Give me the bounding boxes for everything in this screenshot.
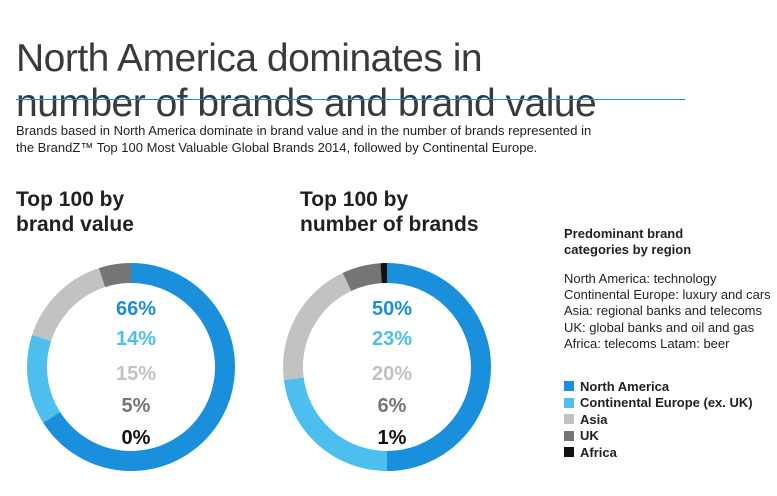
legend-label: UK — [580, 428, 599, 444]
chart-title-number-of-brands: Top 100 by number of brands — [300, 187, 479, 237]
legend-item-continental-europe: Continental Europe (ex. UK) — [564, 395, 753, 412]
data-label-north-america: 66% — [115, 298, 157, 320]
legend-item-uk: UK — [564, 428, 753, 445]
data-label-uk: 6% — [377, 395, 407, 417]
sidebar-title-line-1: Predominant brand — [564, 226, 684, 241]
legend-label: Continental Europe (ex. UK) — [580, 395, 753, 411]
sidebar-text: North America: technology Continental Eu… — [564, 271, 771, 351]
legend-item-asia: Asia — [564, 411, 753, 428]
donut-slice-north-america — [43, 263, 235, 471]
legend-item-north-america: North America — [564, 378, 753, 395]
donut-slice-uk — [98, 263, 132, 288]
data-label-uk: 5% — [121, 395, 151, 417]
donut-slice-uk — [342, 263, 383, 292]
donut-slice-continental-europe-ex-uk — [283, 377, 388, 471]
legend-label: Africa — [580, 444, 617, 460]
donut-slice-north-america — [386, 263, 491, 471]
sidebar-categories: Predominant brand categories by region N… — [564, 226, 774, 352]
chart-title-brand-value: Top 100 by brand value — [16, 187, 134, 237]
data-label-africa: 1% — [377, 427, 407, 449]
legend-label: North America — [580, 378, 670, 394]
donut-chart-brand-value — [27, 263, 235, 471]
legend: North America Continental Europe (ex. UK… — [564, 378, 753, 461]
data-label-africa: 0% — [121, 427, 151, 449]
chart-title-line-2: brand value — [16, 213, 134, 236]
legend-swatch — [564, 430, 574, 441]
legend-swatch — [564, 414, 574, 425]
sidebar-title-line-2: categories by region — [564, 242, 692, 257]
intro-paragraph: Brands based in North America dominate i… — [16, 123, 592, 155]
legend-swatch — [564, 381, 574, 392]
legend-label: Asia — [580, 411, 608, 427]
data-label-continental-europe-ex-uk: 14% — [115, 328, 157, 350]
donut-chart-number-of-brands — [283, 263, 491, 471]
donut-slice-asia — [32, 268, 106, 342]
data-label-continental-europe-ex-uk: 23% — [371, 328, 413, 350]
page-title: North America dominates in number of bra… — [16, 36, 686, 126]
donut-slice-asia — [283, 272, 352, 381]
legend-swatch — [564, 397, 574, 408]
headline-line-1: North America dominates in — [16, 37, 483, 81]
legend-item-africa: Africa — [564, 444, 753, 461]
donut-slice-continental-europe-ex-uk — [27, 334, 61, 423]
headline-line-2: number of brands and brand value — [16, 82, 597, 126]
chart-title-line-1: Top 100 by — [16, 188, 125, 211]
legend-swatch — [564, 447, 574, 458]
chart-title-line-2: number of brands — [300, 213, 479, 236]
title-divider — [16, 99, 685, 100]
data-label-asia: 20% — [371, 363, 413, 385]
chart-title-line-1: Top 100 by — [300, 188, 409, 211]
data-label-north-america: 50% — [371, 298, 413, 320]
sidebar-title: Predominant brand categories by region — [564, 226, 774, 258]
data-label-asia: 15% — [115, 363, 157, 385]
